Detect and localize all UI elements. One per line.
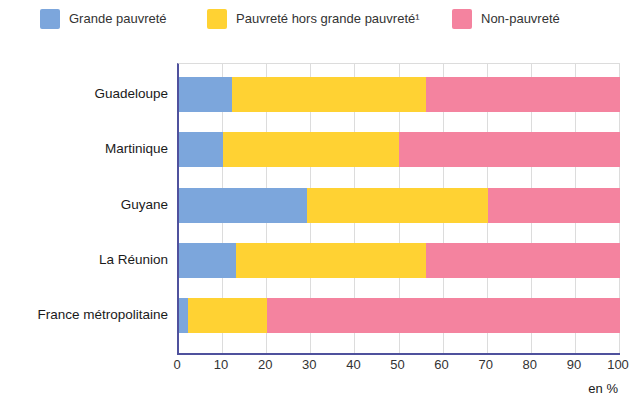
- x-tick-label-20: 20: [258, 357, 272, 372]
- bar-row-la-reunion: [179, 243, 620, 278]
- legend-label: Non-pauvreté: [481, 11, 560, 26]
- bar-segment-france-metropolitaine-pauvrete-hors-grande-pauvrete: [188, 298, 267, 333]
- bar-segment-martinique-non-pauvrete: [399, 132, 620, 167]
- x-tick-label-40: 40: [346, 357, 360, 372]
- bar-segment-france-metropolitaine-non-pauvrete: [267, 298, 620, 333]
- bar-segment-martinique-grande-pauvrete: [179, 132, 223, 167]
- bar-segment-guyane-grande-pauvrete: [179, 188, 307, 223]
- x-tick-label-90: 90: [567, 357, 581, 372]
- bar-segment-la-reunion-pauvrete-hors-grande-pauvrete: [236, 243, 426, 278]
- x-tick-label-50: 50: [390, 357, 404, 372]
- x-tick-label-10: 10: [214, 357, 228, 372]
- bar-segment-guadeloupe-grande-pauvrete: [179, 77, 232, 112]
- bar-segment-guyane-pauvrete-hors-grande-pauvrete: [307, 188, 488, 223]
- x-tick-label-0: 0: [173, 357, 180, 372]
- bar-row-guadeloupe: [179, 77, 620, 112]
- bar-segment-martinique-pauvrete-hors-grande-pauvrete: [223, 132, 399, 167]
- axis-unit-label: en %: [588, 381, 618, 396]
- category-label-france-metropolitaine: France métropolitaine: [0, 306, 168, 323]
- legend-item-pauvrete-hors-grande-pauvrete: Pauvreté hors grande pauvreté¹: [207, 8, 420, 29]
- category-label-guadeloupe: Guadeloupe: [0, 85, 168, 102]
- x-axis-ticks: 0102030405060708090100: [177, 357, 618, 373]
- stacked-bar-chart-figure: Grande pauvretéPauvreté hors grande pauv…: [0, 0, 641, 412]
- legend-label: Pauvreté hors grande pauvreté¹: [236, 11, 420, 26]
- x-tick-label-30: 30: [302, 357, 316, 372]
- x-tick-label-70: 70: [478, 357, 492, 372]
- bar-segment-guadeloupe-pauvrete-hors-grande-pauvrete: [232, 77, 426, 112]
- category-axis: Guadeloupe Martinique Guyane La Réunion Fran…: [0, 0, 168, 412]
- plot-area: [177, 63, 620, 355]
- category-label-guyane: Guyane: [0, 196, 168, 213]
- bar-segment-guyane-non-pauvrete: [488, 188, 620, 223]
- bar-row-martinique: [179, 132, 620, 167]
- legend-swatch-icon: [452, 9, 472, 29]
- category-label-la-reunion: La Réunion: [0, 251, 168, 268]
- x-tick-label-100: 100: [607, 357, 629, 372]
- bar-segment-la-reunion-grande-pauvrete: [179, 243, 236, 278]
- bar-row-guyane: [179, 188, 620, 223]
- category-label-martinique: Martinique: [0, 140, 168, 157]
- bar-segment-guadeloupe-non-pauvrete: [426, 77, 620, 112]
- bar-segment-france-metropolitaine-grande-pauvrete: [179, 298, 188, 333]
- x-tick-label-80: 80: [523, 357, 537, 372]
- legend-item-non-pauvrete: Non-pauvreté: [452, 8, 560, 29]
- x-tick-label-60: 60: [434, 357, 448, 372]
- bar-segment-la-reunion-non-pauvrete: [426, 243, 620, 278]
- bar-row-france-metropolitaine: [179, 298, 620, 333]
- legend-swatch-icon: [207, 9, 227, 29]
